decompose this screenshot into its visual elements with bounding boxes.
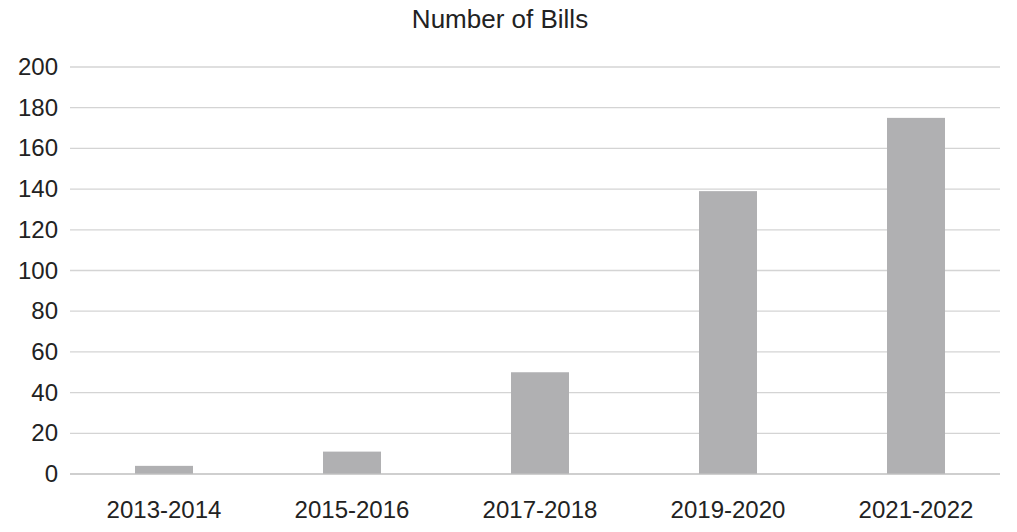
grid-line <box>70 270 1000 271</box>
grid-line <box>70 188 1000 189</box>
y-tick-label: 40 <box>31 379 58 406</box>
y-tick-label: 100 <box>18 257 58 284</box>
grid-line <box>70 351 1000 352</box>
y-tick-label: 160 <box>18 134 58 161</box>
chart-title: Number of Bills <box>412 4 588 34</box>
y-tick-label: 0 <box>45 460 58 487</box>
y-tick-label: 200 <box>18 53 58 80</box>
grid-line <box>70 148 1000 149</box>
y-tick-label: 140 <box>18 175 58 202</box>
bar <box>887 118 945 474</box>
grid-line <box>70 66 1000 67</box>
grid-line <box>70 311 1000 312</box>
bar <box>699 191 757 474</box>
bar <box>323 452 381 474</box>
y-tick-label: 60 <box>31 338 58 365</box>
bar <box>511 372 569 474</box>
y-tick-label: 20 <box>31 419 58 446</box>
bars <box>135 118 945 474</box>
x-tick-label: 2013-2014 <box>107 496 222 523</box>
y-tick-label: 80 <box>31 297 58 324</box>
y-tick-label: 180 <box>18 94 58 121</box>
chart-container: Number of Bills 0 20 40 60 80 100 120 140 160 180 2… <box>0 0 1017 532</box>
x-axis: 2013-2014 2015-2016 2017-2018 2019-2020 2021… <box>107 496 974 523</box>
x-tick-label: 2015-2016 <box>295 496 410 523</box>
x-tick-label: 2017-2018 <box>483 496 598 523</box>
grid-line <box>70 107 1000 108</box>
x-tick-label: 2021-2022 <box>859 496 974 523</box>
grid-line <box>70 229 1000 230</box>
x-axis-line <box>70 473 1000 475</box>
x-tick-label: 2019-2020 <box>671 496 786 523</box>
bar <box>135 466 193 474</box>
chart-svg: Number of Bills 0 20 40 60 80 100 120 140 160 180 2… <box>0 0 1017 532</box>
y-tick-label: 120 <box>18 216 58 243</box>
y-axis: 0 20 40 60 80 100 120 140 160 180 200 <box>18 53 1000 487</box>
